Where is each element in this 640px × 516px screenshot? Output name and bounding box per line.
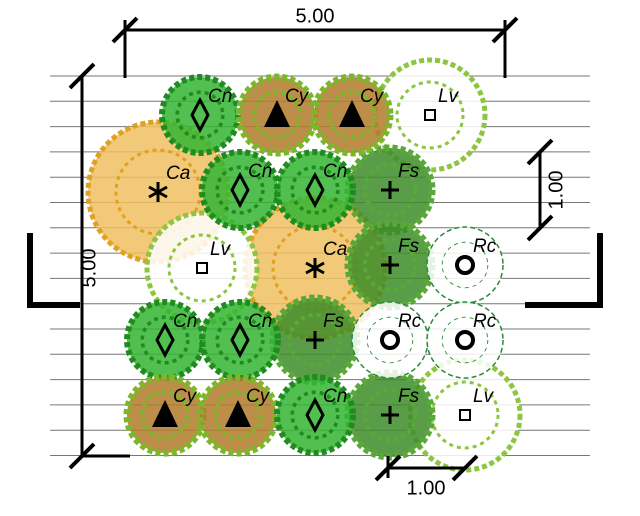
dim-label: 5.00 [296,5,335,27]
plant-label: Cn [248,161,272,182]
plant-texture [215,315,265,365]
symbol-square [196,262,208,274]
plant-label: Fs [398,236,420,257]
plant-texture [213,390,263,440]
symbol-circle [455,330,475,350]
dim-tick [451,454,479,482]
dimensions [27,16,603,482]
plant-texture [290,165,340,215]
plant-label: Lv [473,386,495,407]
plant-texture [290,390,340,440]
plant-label: Ca [323,239,347,260]
symbol-diamond [155,321,175,359]
symbol-plus [381,406,399,424]
dim-tick [491,16,519,44]
dim-tick [526,138,554,166]
plant-label: Cy [246,386,271,407]
symbol-diamond [305,171,325,209]
plant-label: Rc [473,311,497,332]
section-mark [525,233,603,308]
symbol-triangle [152,400,178,427]
symbol-triangle [264,100,290,127]
plant-label: Cn [173,311,197,332]
symbol-circle [380,330,400,350]
symbol-diamond [230,171,250,209]
plant-texture [327,90,377,140]
symbol-diamond [305,396,325,434]
symbol-diamond [230,321,250,359]
symbol-circle [455,255,475,275]
plant-canopy [159,74,241,156]
plant-texture [252,90,302,140]
plant-canopy [144,210,260,326]
plant-label: Fs [398,386,420,407]
plant-canopy [274,374,356,456]
plant-texture [287,312,343,368]
plant-label: Cy [360,86,385,107]
plant-label: Rc [473,236,497,257]
dim-tick [111,16,139,44]
plant-canopy [274,149,356,231]
plant-label: Lv [210,239,232,260]
plant-texture [441,241,489,289]
dim-label: 1.00 [545,171,567,210]
plant-label: Lv [438,86,460,107]
plant-label: Fs [398,161,420,182]
plant-label: Cn [323,161,347,182]
section-mark [27,233,80,308]
symbol-plus [381,181,399,199]
symbol-plus [306,331,324,349]
plant-texture [430,380,500,450]
plant-canopy [426,301,504,379]
plant-texture [441,316,489,364]
dim-label: 1.00 [407,477,446,499]
plant-texture [395,80,465,150]
plant-label: Fs [323,311,345,332]
dim-tick [374,454,402,482]
plant-label: Ca [166,163,190,184]
plant-texture [362,237,418,293]
symbol-square [424,109,436,121]
plant-label: Cy [285,86,310,107]
symbol-triangle [339,100,365,127]
dim-tick [526,214,554,242]
plant-texture [362,162,418,218]
plant-texture [215,165,265,215]
symbol-plus [381,256,399,274]
plant-texture [175,90,225,140]
plant-label: Cy [173,386,198,407]
plant-label: Cn [323,386,347,407]
symbol-asterisk [148,182,168,202]
plant-label: Cn [248,311,272,332]
plant-label: Cn [208,86,232,107]
dim-tick [68,62,96,90]
symbol-asterisk [305,258,325,278]
plant-texture [362,387,418,443]
symbol-square [459,409,471,421]
plant-texture [140,315,190,365]
plant-texture [167,233,237,303]
plant-texture [140,390,190,440]
symbol-triangle [225,400,251,427]
dim-label: 5.00 [78,249,100,288]
symbol-diamond [190,96,210,134]
plant-label: Rc [398,311,422,332]
plant-texture [366,316,414,364]
plants: Cn Cy Cy Lv Ca Cn Cn Fs Lv Ca Fs Rc Cn Cn Fs Rc Rc Cy Cy Cn… [85,57,523,473]
